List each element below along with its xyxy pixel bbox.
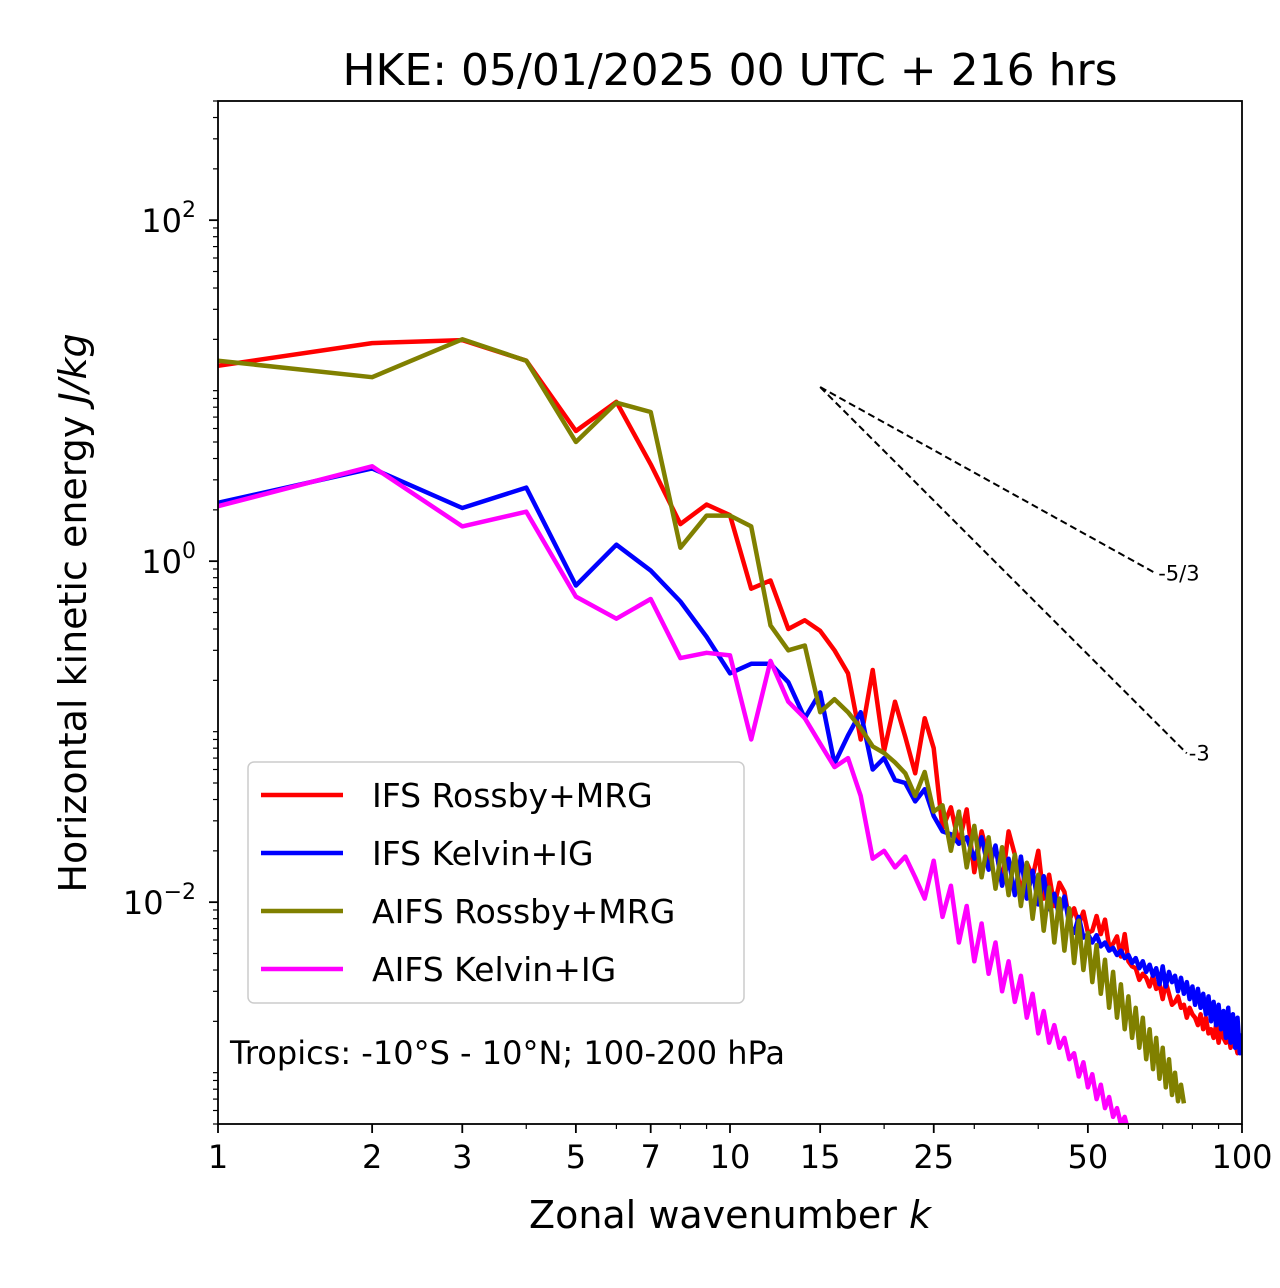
x-axis-label: Zonal wavenumber k — [529, 1193, 933, 1237]
x-axis: 1 2 3 5 7 10 15 25 50 100 — [208, 1124, 1273, 1176]
series-line-2 — [218, 337, 1187, 1104]
legend-box — [247, 761, 745, 1004]
reference-line-1 — [819, 386, 1188, 755]
x-tick-label-1: 2 — [362, 1138, 382, 1176]
series-line-3 — [218, 464, 1129, 1124]
x-tick-label-2: 3 — [452, 1138, 472, 1176]
x-tick-label-3: 5 — [566, 1138, 586, 1176]
series-lines — [218, 337, 1242, 1124]
x-tick-label-4: 7 — [641, 1138, 661, 1176]
legend-label-1: IFS Kelvin+IG — [372, 834, 594, 873]
legend: IFS Rossby+MRG IFS Kelvin+IG AIFS Rossby+M… — [247, 761, 745, 1004]
y-tick-label-1: 100 — [141, 539, 196, 581]
series-line-0 — [218, 337, 1242, 1056]
x-tick-label-7: 25 — [913, 1138, 954, 1176]
y-tick-label-0: 102 — [141, 198, 196, 240]
y-axis-label: Horizontal kinetic energy J/kg — [51, 333, 95, 892]
reference-line-label-1: -3 — [1189, 741, 1210, 765]
y-tick-label-2: 10−2 — [123, 880, 196, 922]
legend-label-0: IFS Rossby+MRG — [372, 776, 653, 815]
chart-title: HKE: 05/01/2025 00 UTC + 216 hrs — [342, 45, 1117, 96]
legend-label-2: AIFS Rossby+MRG — [372, 892, 675, 931]
reference-slopes: -5/3 -3 — [819, 386, 1210, 765]
reference-line-0 — [819, 386, 1157, 575]
x-tick-label-9: 100 — [1211, 1138, 1272, 1176]
x-tick-label-6: 15 — [800, 1138, 841, 1176]
y-axis: 102 100 10−2 — [123, 100, 218, 1125]
reference-line-label-0: -5/3 — [1158, 562, 1199, 586]
x-tick-label-5: 10 — [710, 1138, 751, 1176]
x-tick-label-8: 50 — [1068, 1138, 1109, 1176]
legend-label-3: AIFS Kelvin+IG — [372, 950, 616, 989]
region-annotation: Tropics: -10°S - 10°N; 100-200 hPa — [229, 1034, 785, 1072]
x-tick-label-0: 1 — [208, 1138, 228, 1176]
